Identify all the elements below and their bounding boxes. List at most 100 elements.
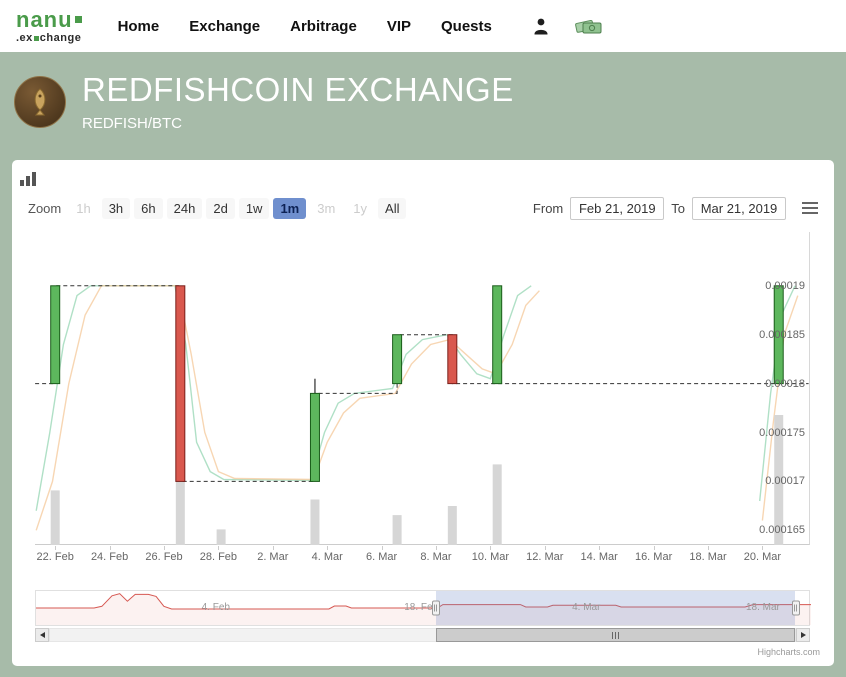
scrollbar-track[interactable] xyxy=(49,628,796,642)
scrollbar-right-arrow[interactable] xyxy=(796,628,810,642)
volume-bar xyxy=(216,529,226,545)
x-axis-label: 18. Mar xyxy=(689,551,727,563)
x-axis-tick xyxy=(272,546,274,550)
zoom-button-3m: 3m xyxy=(310,198,342,219)
x-axis-tick xyxy=(490,546,492,550)
to-label: To xyxy=(671,200,685,216)
nav-item-quests[interactable]: Quests xyxy=(441,17,492,35)
chart-scrollbar[interactable] xyxy=(35,628,810,642)
nav-icons xyxy=(534,16,604,36)
volume-bar xyxy=(50,490,60,545)
navigator-area xyxy=(36,593,811,625)
navigator-axis-label: 18. Mar xyxy=(745,602,780,613)
candle-down[interactable] xyxy=(447,334,458,385)
x-axis-label: 4. Mar xyxy=(311,551,343,563)
zoom-button-6h[interactable]: 6h xyxy=(134,197,163,219)
from-date-input[interactable] xyxy=(570,196,665,220)
x-axis-label: 20. Mar xyxy=(743,551,782,563)
to-date-input[interactable] xyxy=(692,196,786,220)
x-axis-label: 10. Mar xyxy=(471,551,510,563)
zoom-button-3h[interactable]: 3h xyxy=(101,197,131,219)
zoom-button-1h: 1h xyxy=(69,198,97,219)
scrollbar-left-arrow[interactable] xyxy=(35,628,49,642)
x-axis-label: 14. Mar xyxy=(580,551,618,563)
redfishcoin-logo xyxy=(14,76,66,128)
nav-item-arbitrage[interactable]: Arbitrage xyxy=(290,17,357,35)
site-logo[interactable]: nanu .ex change xyxy=(16,6,82,44)
fish-emblem-icon xyxy=(34,88,46,116)
nav-item-exchange[interactable]: Exchange xyxy=(189,17,261,35)
date-range-inputs: From To xyxy=(532,196,786,220)
zoom-button-24h[interactable]: 24h xyxy=(166,197,203,219)
logo-square-icon xyxy=(74,16,82,23)
x-axis-label: 22. Feb xyxy=(36,551,74,563)
volume-bar xyxy=(774,415,784,545)
candle-down[interactable] xyxy=(175,285,186,482)
nav-item-home[interactable]: Home xyxy=(117,17,160,35)
navigator-axis-label: 4. Mar xyxy=(572,602,601,613)
x-axis-label: 24. Feb xyxy=(90,551,129,563)
x-axis-label: 2. Mar xyxy=(257,551,289,563)
ma-slow-line xyxy=(35,285,540,531)
x-axis-tick xyxy=(544,546,546,550)
x-axis-tick xyxy=(653,546,655,550)
x-axis-tick xyxy=(327,546,329,550)
navigator-right-handle[interactable] xyxy=(791,600,800,616)
nav-item-vip[interactable]: VIP xyxy=(386,17,411,35)
zoom-button-1w[interactable]: 1w xyxy=(238,197,270,219)
x-axis-tick xyxy=(218,546,220,550)
x-axis-label: 6. Mar xyxy=(366,551,398,563)
x-axis-tick xyxy=(436,546,437,550)
chart-navigator[interactable]: 4. Feb 18. Feb 4. Mar 18. Mar xyxy=(35,590,811,626)
price-chart-plot[interactable]: 0.00019 0.000185 0.00018 0.000175 0.00017 0.0… xyxy=(35,232,810,545)
x-axis-label: 28. Feb xyxy=(199,551,238,563)
cash-icon[interactable] xyxy=(574,16,604,36)
logo-text-primary: nanu xyxy=(16,6,73,32)
x-axis-label: 26. Feb xyxy=(145,551,183,563)
candle-up[interactable] xyxy=(309,392,320,482)
chart-context-menu-icon[interactable] xyxy=(800,200,820,216)
x-axis-label: 16. Mar xyxy=(634,551,673,563)
candle-up[interactable] xyxy=(50,285,61,385)
trading-pair: REDFISH/BTC xyxy=(82,114,183,132)
user-icon[interactable] xyxy=(534,18,548,35)
zoom-button-1m[interactable]: 1m xyxy=(273,197,307,219)
navigator-selected-range[interactable] xyxy=(435,591,796,625)
x-axis-tick xyxy=(109,546,111,550)
top-navigation: nanu .ex change Home Exchange Arbitrage VIP… xyxy=(0,0,846,52)
scrollbar-thumb[interactable] xyxy=(435,628,796,642)
navigator-axis-label: 4. Feb xyxy=(201,602,230,613)
candle-up[interactable] xyxy=(773,285,784,385)
volume-bar xyxy=(310,499,320,545)
exchange-header: REDFISHCOIN EXCHANGE REDFISH/BTC xyxy=(0,52,846,152)
x-axis-tick xyxy=(164,546,165,550)
from-label: From xyxy=(532,200,564,216)
logo-text-secondary-pre: .ex xyxy=(16,31,33,44)
zoom-label: Zoom xyxy=(28,200,62,216)
chart-type-icon xyxy=(20,172,38,191)
volume-bar xyxy=(447,506,457,545)
candle-up[interactable] xyxy=(492,285,503,385)
navigator-left-handle[interactable] xyxy=(431,600,440,616)
logo-square-icon xyxy=(33,35,39,41)
x-axis-tick xyxy=(381,546,383,550)
page-title: REDFISHCOIN EXCHANGE xyxy=(82,71,514,109)
zoom-button-all[interactable]: All xyxy=(378,197,407,219)
volume-bar xyxy=(492,464,502,545)
zoom-button-2d[interactable]: 2d xyxy=(206,197,235,219)
navigator-line xyxy=(36,593,811,610)
x-axis-tick xyxy=(599,546,601,550)
zoom-buttons: 1h 3h 6h 24h 2d 1w 1m 3m 1y All xyxy=(69,197,410,219)
x-axis-tick xyxy=(762,546,764,550)
x-axis: 22. Feb 24. Feb 26. Feb 28. Feb 2. Mar 4. Mar… xyxy=(35,546,810,566)
candle-up[interactable] xyxy=(392,334,403,385)
ma-fast-line xyxy=(35,285,532,511)
right-triangle-icon xyxy=(800,632,806,638)
highcharts-credit[interactable]: Highcharts.com xyxy=(757,647,820,657)
x-axis-label: 8. Mar xyxy=(420,551,452,563)
navigator-axis-label: 18. Feb xyxy=(404,602,439,613)
left-triangle-icon xyxy=(39,632,45,638)
